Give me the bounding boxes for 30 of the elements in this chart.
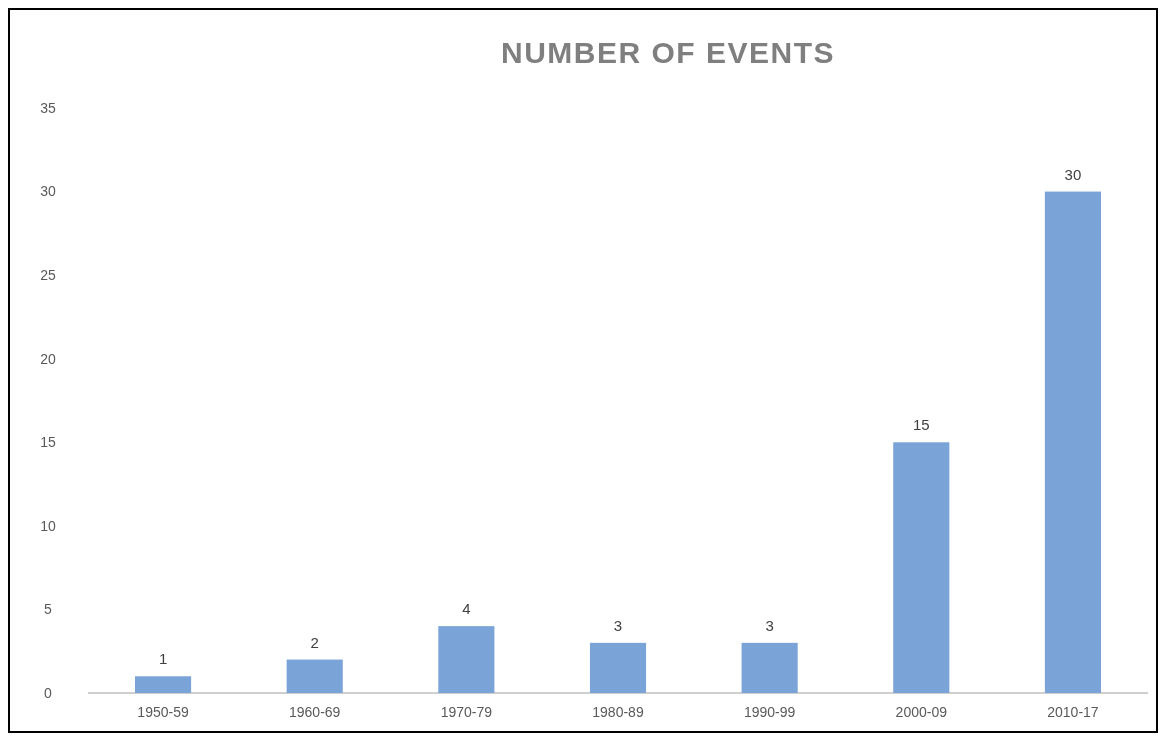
x-tick-label: 1970-79 — [440, 704, 493, 720]
data-label: 30 — [1064, 165, 1082, 183]
x-tick-label: 2000-09 — [895, 704, 948, 720]
bar — [741, 642, 798, 693]
bar — [589, 642, 647, 693]
y-tick-label: 35 — [40, 99, 56, 116]
x-tick-label: 1950-59 — [137, 704, 189, 720]
y-tick-label: 10 — [40, 517, 56, 534]
data-label: 3 — [765, 616, 774, 634]
x-tick-label: 1980-89 — [592, 704, 644, 720]
data-label: 15 — [912, 416, 930, 434]
bar — [1044, 191, 1101, 693]
x-tick-label: 1990-99 — [743, 704, 796, 720]
y-tick-label: 20 — [40, 350, 56, 367]
chart-title: NUMBER OF EVENTS — [500, 36, 836, 69]
data-label: 2 — [310, 633, 319, 651]
x-tick-label: 2010-17 — [1047, 704, 1099, 720]
y-tick-label: 5 — [44, 601, 53, 618]
y-tick-label: 15 — [40, 434, 56, 451]
y-tick-label: 25 — [40, 267, 56, 284]
x-tick-label: 1960-69 — [289, 704, 341, 720]
data-label: 3 — [613, 616, 623, 634]
y-tick-label: 30 — [40, 183, 56, 200]
bar — [438, 626, 495, 693]
data-label: 4 — [462, 600, 471, 618]
bar — [286, 659, 343, 693]
bar — [893, 442, 950, 693]
data-label: 1 — [158, 650, 168, 668]
bar — [135, 676, 192, 693]
y-tick-label: 0 — [44, 684, 53, 701]
